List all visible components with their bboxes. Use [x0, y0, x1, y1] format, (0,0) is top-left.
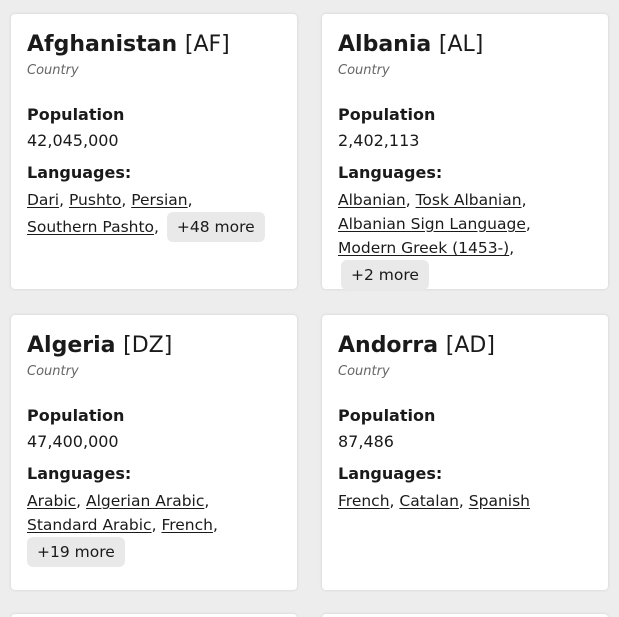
more-languages-button[interactable]: +2 more [341, 260, 429, 290]
language-link[interactable]: French [161, 516, 213, 534]
more-languages-button[interactable]: +48 more [166, 212, 265, 242]
languages-label: Languages: [27, 464, 132, 483]
languages-label: Languages: [338, 464, 443, 483]
country-title: Albania [AL] [338, 30, 592, 60]
language-list: French, Catalan, Spanish [338, 492, 530, 510]
country-type: Country [27, 63, 79, 78]
languages-label: Languages: [27, 163, 132, 182]
language-list: Albanian, Tosk Albanian, Albanian Sign La… [338, 188, 598, 290]
language-link[interactable]: French [338, 492, 390, 510]
population-value: 87,486 [338, 432, 394, 451]
country-title: Andorra [AD] [338, 331, 592, 361]
country-name: Algeria [27, 333, 116, 358]
language-link[interactable]: Algerian Arabic [86, 492, 205, 510]
population-label: Population [338, 105, 436, 124]
country-card-andorra[interactable]: Andorra [AD] Country Population 87,486 L… [322, 315, 608, 590]
language-link[interactable]: Modern Greek (1453-) [338, 239, 510, 257]
country-type: Country [27, 364, 79, 379]
population-label: Population [27, 406, 125, 425]
language-link[interactable]: Persian [131, 191, 188, 209]
country-card-algeria[interactable]: Algeria [DZ] Country Population 47,400,0… [11, 315, 297, 590]
language-link[interactable]: Pushto [68, 191, 122, 209]
country-card-albania[interactable]: Albania [AL] Country Population 2,402,11… [322, 14, 608, 290]
languages-label: Languages: [338, 163, 443, 182]
country-card-partial[interactable] [322, 614, 608, 617]
country-card-partial[interactable] [11, 614, 297, 617]
language-link[interactable]: Dari [27, 191, 60, 209]
language-link[interactable]: Albanian Sign Language [338, 215, 526, 233]
language-link[interactable]: Spanish [468, 492, 530, 510]
country-name: Afghanistan [27, 32, 178, 57]
country-name: Andorra [338, 333, 439, 358]
population-value: 47,400,000 [27, 432, 119, 451]
language-link[interactable]: Standard Arabic [27, 516, 152, 534]
country-type: Country [338, 364, 390, 379]
country-code: [DZ] [123, 333, 173, 358]
country-code: [AD] [445, 333, 495, 358]
country-code: [AL] [438, 32, 484, 57]
language-link[interactable]: Albanian [338, 191, 406, 209]
population-value: 2,402,113 [338, 131, 420, 150]
more-languages-button[interactable]: +19 more [27, 537, 125, 567]
language-list: Arabic, Algerian Arabic, Standard Arabic,… [27, 489, 287, 567]
population-label: Population [338, 406, 436, 425]
population-label: Population [27, 105, 125, 124]
country-type: Country [338, 63, 390, 78]
country-name: Albania [338, 32, 432, 57]
country-code: [AF] [184, 32, 230, 57]
country-title: Algeria [DZ] [27, 331, 281, 361]
country-title: Afghanistan [AF] [27, 30, 281, 60]
language-link[interactable]: Catalan [399, 492, 459, 510]
language-list: Dari, Pushto, Persian, Southern Pashto, … [27, 188, 287, 242]
language-link[interactable]: Tosk Albanian [415, 191, 522, 209]
country-card-afghanistan[interactable]: Afghanistan [AF] Country Population 42,0… [11, 14, 297, 289]
language-link[interactable]: Southern Pashto [27, 218, 155, 236]
population-value: 42,045,000 [27, 131, 119, 150]
language-link[interactable]: Arabic [27, 492, 77, 510]
